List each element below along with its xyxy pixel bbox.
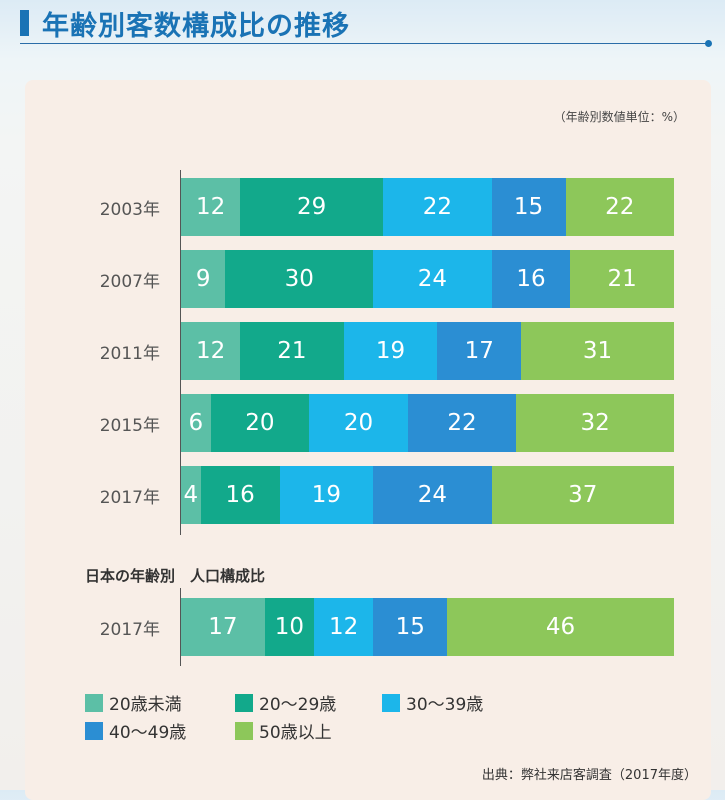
bar-segment: 24 xyxy=(373,250,492,308)
legend-swatch xyxy=(235,721,253,740)
row-label: 2015年 xyxy=(99,416,160,436)
axis-line xyxy=(180,170,181,535)
bar-segment: 22 xyxy=(565,178,674,236)
bar-row: 17 10 12 15 46 xyxy=(181,598,674,656)
population-subtitle: 日本の年齢別 人口構成比 xyxy=(85,567,266,585)
bar-segment: 12 xyxy=(181,178,241,236)
legend-item: 50歳以上 xyxy=(235,718,332,743)
bar-segment: 22 xyxy=(407,394,517,452)
bar-segment: 31 xyxy=(521,322,674,380)
source-note: 出典：弊社来店客調査（2017年度） xyxy=(481,768,697,783)
bar-segment: 30 xyxy=(225,250,374,308)
legend-item: 20〜29歳 xyxy=(235,690,336,715)
legend-label: 20歳未満 xyxy=(109,695,182,715)
bar-segment: 32 xyxy=(516,394,674,452)
bar-segment: 20 xyxy=(309,394,408,452)
legend-label: 30〜39歳 xyxy=(406,695,484,715)
bar-segment: 37 xyxy=(491,466,674,524)
axis-line xyxy=(180,588,181,666)
legend-item: 20歳未満 xyxy=(85,690,182,715)
legend-label: 20〜29歳 xyxy=(259,695,337,715)
row-label: 2007年 xyxy=(99,272,160,292)
bar-segment: 6 xyxy=(181,394,211,452)
legend-swatch xyxy=(85,721,103,740)
page-title: 年齢別客数構成比の推移 xyxy=(42,11,350,42)
bar-row: 9 30 24 16 21 xyxy=(181,250,674,308)
bar-segment: 9 xyxy=(181,250,226,308)
legend-item: 30〜39歳 xyxy=(382,690,483,715)
bar-segment: 16 xyxy=(200,466,280,524)
bar-segment: 12 xyxy=(181,322,241,380)
bar-segment: 24 xyxy=(373,466,492,524)
bar-row: 12 29 22 15 22 xyxy=(181,178,674,236)
row-label: 2003年 xyxy=(99,200,160,220)
bar-segment: 22 xyxy=(383,178,492,236)
title-divider xyxy=(20,43,710,44)
bar-segment: 19 xyxy=(343,322,438,380)
legend-swatch xyxy=(382,693,400,712)
bar-segment: 46 xyxy=(447,598,674,656)
legend-swatch xyxy=(85,693,103,712)
bar-row: 12 21 19 17 31 xyxy=(181,322,674,380)
bar-segment: 19 xyxy=(279,466,374,524)
title-divider-dot xyxy=(705,40,712,47)
unit-note: （年齢別数値単位：%） xyxy=(553,110,685,124)
legend-label: 50歳以上 xyxy=(259,723,332,743)
bar-segment: 15 xyxy=(373,598,448,656)
bar-segment: 17 xyxy=(437,322,522,380)
bar-segment: 20 xyxy=(210,394,310,452)
bar-row: 6 20 20 22 32 xyxy=(181,394,674,452)
title-accent xyxy=(20,10,29,36)
bar-segment: 29 xyxy=(240,178,384,236)
bar-segment: 12 xyxy=(314,598,374,656)
bar-segment: 17 xyxy=(181,598,265,656)
bar-segment: 15 xyxy=(491,178,566,236)
legend-label: 40〜49歳 xyxy=(109,723,187,743)
bar-row: 4 16 19 24 37 xyxy=(181,466,674,524)
bar-segment: 10 xyxy=(264,598,315,656)
bar-segment: 16 xyxy=(491,250,571,308)
row-label: 2011年 xyxy=(99,344,160,364)
bar-segment: 21 xyxy=(570,250,674,308)
bar-segment: 4 xyxy=(181,466,201,524)
row-label: 2017年 xyxy=(99,488,160,508)
legend-item: 40〜49歳 xyxy=(85,718,186,743)
bar-segment: 21 xyxy=(240,322,344,380)
row-label: 2017年 xyxy=(99,620,160,640)
legend-swatch xyxy=(235,693,253,712)
